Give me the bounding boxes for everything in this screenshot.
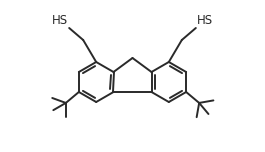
Text: HS: HS xyxy=(52,14,68,26)
Text: HS: HS xyxy=(197,14,213,26)
